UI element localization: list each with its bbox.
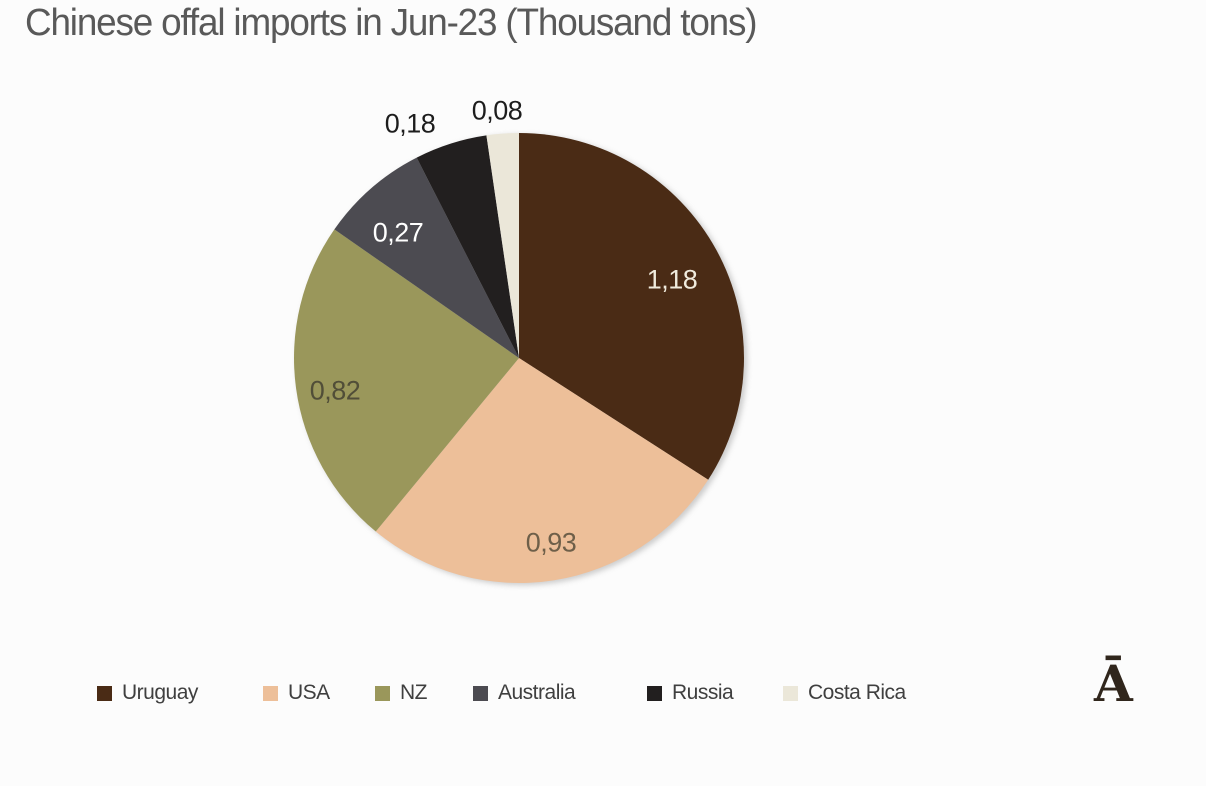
legend-item-australia: Australia	[473, 680, 576, 706]
legend-item-russia: Russia	[647, 680, 734, 706]
legend-swatch-icon	[375, 685, 390, 701]
legend-swatch-icon	[263, 685, 278, 701]
legend: Uruguay USA NZ Australia Russia Costa Rica	[0, 680, 1206, 710]
pie-slice-costa-rica	[486, 133, 519, 358]
pie-slice-uruguay	[519, 133, 744, 480]
legend-item-costa-rica: Costa Rica	[783, 680, 906, 706]
legend-label: USA	[288, 681, 330, 704]
pie-chart	[294, 133, 744, 583]
legend-item-nz: NZ	[375, 680, 428, 706]
pie-slice-nz	[294, 229, 519, 532]
legend-label: Australia	[498, 681, 576, 704]
legend-swatch-icon	[783, 685, 798, 701]
legend-label: Uruguay	[122, 681, 198, 704]
legend-item-usa: USA	[263, 680, 330, 706]
chart-title: Chinese offal imports in Jun-23 (Thousan…	[25, 2, 758, 44]
legend-swatch-icon	[647, 685, 662, 701]
legend-label: Costa Rica	[808, 681, 906, 704]
watermark-text: Ā	[1094, 654, 1133, 713]
legend-swatch-icon	[473, 685, 488, 701]
legend-swatch-icon	[97, 685, 112, 701]
pie-slice-australia	[334, 157, 519, 358]
data-label-costa-rica: 0,08	[471, 95, 523, 126]
pie-slice-russia	[416, 135, 519, 358]
legend-label: Russia	[672, 681, 734, 704]
legend-item-uruguay: Uruguay	[97, 680, 198, 706]
pie-slice-usa	[375, 358, 709, 583]
legend-label: NZ	[400, 681, 428, 704]
